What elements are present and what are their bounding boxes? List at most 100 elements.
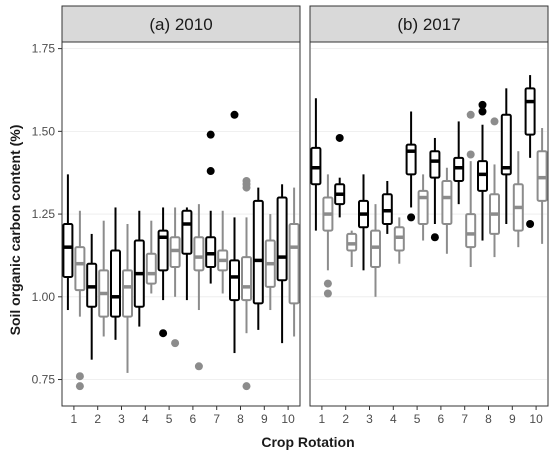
outlier-point [75,382,84,391]
outlier-point [171,339,180,348]
box-iqr [276,196,288,282]
panel-title: (a) 2010 [149,15,212,34]
box-group_b-8 [489,117,500,258]
x-tick-label: 7 [213,412,220,426]
box-group_a-6 [181,207,193,301]
outlier-point [466,150,475,159]
box-group_b-10 [288,187,300,337]
outlier-point [206,130,215,139]
x-tick-label: 2 [94,412,101,426]
x-tick-label: 9 [261,412,268,426]
box-iqr [252,199,264,305]
outlier-point [206,167,215,176]
box-group_a-10 [276,184,288,344]
box-group_b-4 [145,220,157,294]
box-iqr [465,213,477,249]
box-group_a-3 [358,174,369,271]
x-tick-label: 5 [166,412,173,426]
box-iqr [441,179,453,225]
panel-strip [61,5,301,43]
x-tick-label: 3 [118,412,125,426]
box-iqr [122,269,133,318]
x-tick-label: 9 [509,412,516,426]
x-axis-title: Crop Rotation [261,434,354,450]
y-tick-label: 0.75 [32,373,56,387]
box-iqr [405,143,417,176]
box-iqr [145,252,157,285]
box-group_a-7 [453,121,465,205]
outlier-point [526,220,535,228]
box-iqr [157,229,169,272]
outlier-point [490,117,499,126]
panel-2: (b) 2017 1 2 3 4 5 6 7 8 9 10 [309,5,549,426]
box-iqr [110,249,121,318]
box-group_a-7 [205,130,217,284]
box-group_b-6 [193,204,205,371]
y-tick-label: 1.00 [32,290,56,304]
box-group_b-7 [465,110,477,268]
outlier-point [466,110,475,119]
box-group_a-2 [86,233,98,360]
box-iqr [181,209,193,255]
y-tick-label: 1.25 [32,207,56,221]
panel-background [309,41,549,407]
x-tick-label: 8 [485,412,492,426]
box-iqr [193,236,205,272]
box-group_b-5 [169,207,181,348]
box-group_a-8 [229,110,240,354]
x-tick-label: 5 [414,412,421,426]
box-iqr [524,87,536,136]
box-group_a-4 [133,210,145,327]
outlier-point [478,100,487,109]
panels-layer: (a) 2010 1 2 3 4 5 6 7 8 9 10 (b) 2017 1 2 3 4 5 6 7 8 9 10 [61,5,549,426]
box-group_b-2 [98,220,110,337]
box-group_a-1 [62,174,74,311]
box-iqr [429,150,441,179]
y-tick-label: 1.50 [32,124,56,138]
box-group_a-9 [500,88,512,224]
outlier-point [335,133,344,142]
x-tick-label: 6 [190,412,197,426]
box-iqr [241,256,252,302]
box-group_a-6 [429,137,441,242]
box-group_b-9 [264,214,276,311]
box-group_b-3 [122,224,133,373]
box-group_b-10 [536,128,548,244]
outlier-point [159,329,168,338]
box-group_a-9 [252,187,264,330]
box-group_b-1 [74,210,86,391]
outlier-point [75,372,84,381]
box-group_a-2 [334,133,346,218]
outlier-point [478,107,487,116]
box-group_a-8 [477,100,488,241]
outlier-point [430,233,439,242]
outlier-point [242,382,251,391]
y-axis: 0.75 1.00 1.25 1.50 1.75 [32,42,62,387]
box-group_b-7 [217,210,229,294]
outlier-point [194,362,203,371]
box-group_b-2 [346,230,358,268]
x-tick-label: 6 [438,412,445,426]
box-iqr [229,259,240,302]
box-group_a-1 [310,98,322,231]
x-tick-label: 4 [390,412,397,426]
x-tick-label: 8 [237,412,244,426]
box-iqr [74,246,86,292]
outlier-point [230,110,239,119]
outlier-point [323,279,332,288]
box-group_b-8 [241,176,252,391]
x-tick-label: 7 [461,412,468,426]
x-tick-label: 1 [319,412,326,426]
panel-title: (b) 2017 [397,15,460,34]
box-iqr [288,223,300,305]
box-group_b-6 [441,167,453,254]
panel-1: (a) 2010 1 2 3 4 5 6 7 8 9 10 [61,5,301,426]
outlier-point [407,213,416,222]
box-group_b-3 [370,204,381,297]
x-tick-label: 3 [366,412,373,426]
box-group_a-5 [157,207,169,338]
box-group_a-3 [110,207,121,340]
box-group_b-9 [512,151,524,248]
x-tick-label: 10 [281,412,295,426]
